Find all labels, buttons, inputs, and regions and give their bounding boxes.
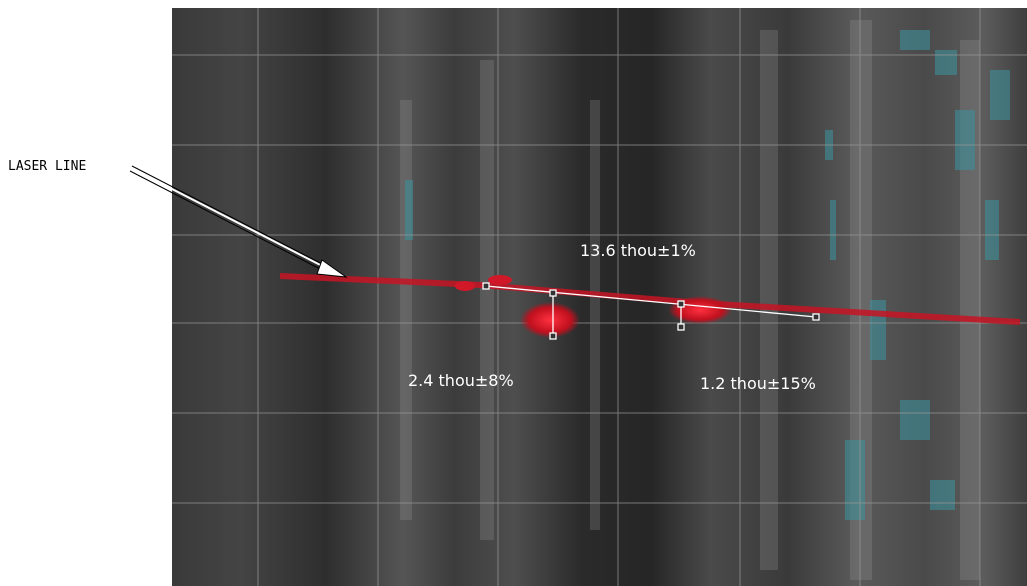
callout-arrow <box>129 165 348 278</box>
bright-streaks <box>400 20 980 580</box>
measurement-label: 2.4 thou±8% <box>408 371 514 390</box>
callout-label: LASER LINE <box>8 159 86 174</box>
grid <box>172 8 1027 586</box>
laser-line <box>279 273 1021 338</box>
measurement-label: 1.2 thou±15% <box>700 374 816 393</box>
measurement-label: 13.6 thou±1% <box>580 241 696 260</box>
image <box>172 8 1027 586</box>
measurement-overlay <box>482 282 820 340</box>
